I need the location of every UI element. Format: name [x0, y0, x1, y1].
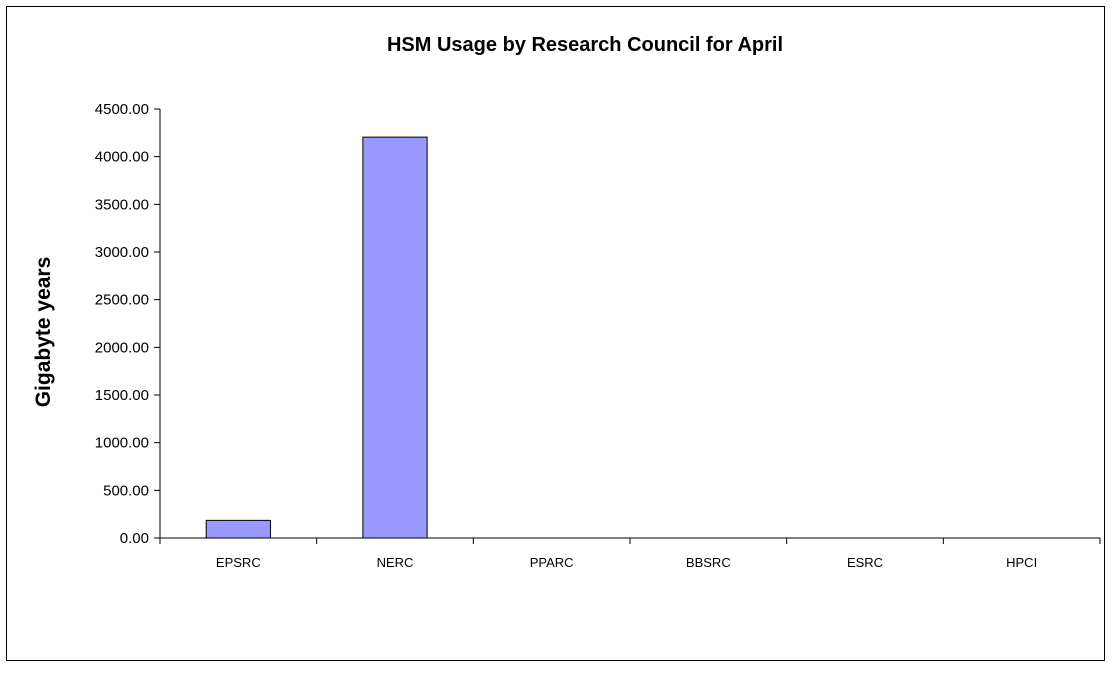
chart-frame	[6, 6, 1105, 661]
chart-title: HSM Usage by Research Council for April	[387, 34, 783, 56]
x-tick-label: PPARC	[530, 555, 574, 570]
x-tick-label: BBSRC	[686, 555, 731, 570]
x-tick-label: HPCI	[1006, 555, 1037, 570]
y-tick-label: 3500.00	[95, 196, 149, 213]
y-tick-label: 4500.00	[95, 101, 149, 118]
y-tick-label: 0.00	[120, 530, 149, 547]
y-tick-label: 500.00	[103, 482, 149, 499]
y-tick-label: 3000.00	[95, 244, 149, 261]
bar-nerc	[362, 136, 428, 539]
y-tick-label: 2000.00	[95, 339, 149, 356]
y-axis-label: Gigabyte years	[32, 257, 55, 408]
plot-area: 0.00 500.00 1000.00 1500.00 2000.00 2500.00 30…	[95, 101, 1101, 570]
y-tick-label: 4000.00	[95, 149, 149, 166]
bar-epsrc	[205, 519, 271, 539]
y-tick-label: 1500.00	[95, 387, 149, 404]
x-tick-label: NERC	[377, 555, 414, 570]
y-tick-label: 2500.00	[95, 292, 149, 309]
x-tick-label: EPSRC	[216, 555, 261, 570]
x-tick-label: ESRC	[847, 555, 883, 570]
y-tick-label: 1000.00	[95, 435, 149, 452]
